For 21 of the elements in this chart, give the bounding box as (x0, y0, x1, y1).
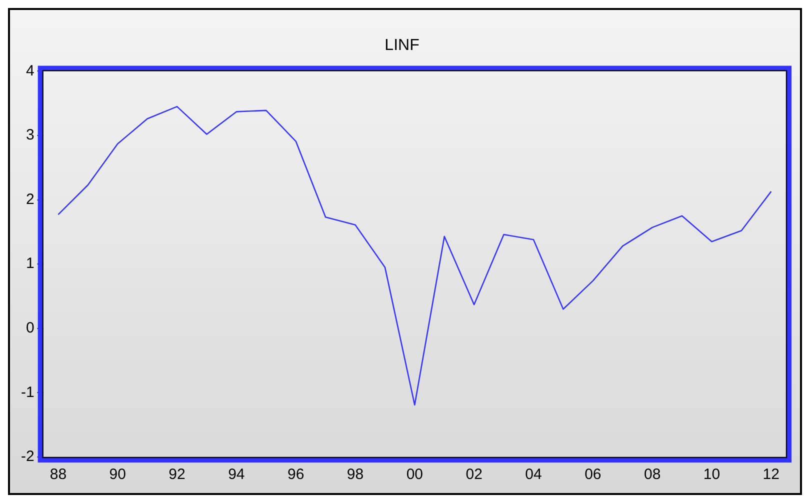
y-tick-label: 2 (26, 190, 34, 208)
y-tick-label: 3 (26, 126, 34, 144)
x-tick-label: 90 (109, 466, 126, 484)
y-tick-label: -2 (20, 448, 34, 466)
y-tick-label: -1 (20, 384, 34, 401)
x-tick-label: 00 (406, 466, 424, 484)
x-tick-label: 98 (346, 466, 364, 484)
y-tick-label: 1 (26, 255, 34, 272)
x-tick-label: 12 (762, 466, 780, 484)
x-tick-label: 92 (168, 466, 186, 484)
x-tick-label: 88 (50, 466, 67, 484)
x-tick-label: 10 (703, 466, 720, 484)
x-tick-label: 06 (584, 466, 602, 484)
x-tick-label: 96 (288, 466, 304, 484)
y-tick-label: 4 (26, 62, 34, 80)
x-tick-label: 08 (644, 466, 661, 484)
y-tick-label: 0 (26, 320, 34, 337)
x-tick-label: 04 (525, 466, 542, 484)
x-tick-label: 94 (228, 466, 245, 484)
x-tick-label: 02 (466, 466, 482, 484)
chart-title: LINF (384, 37, 420, 54)
